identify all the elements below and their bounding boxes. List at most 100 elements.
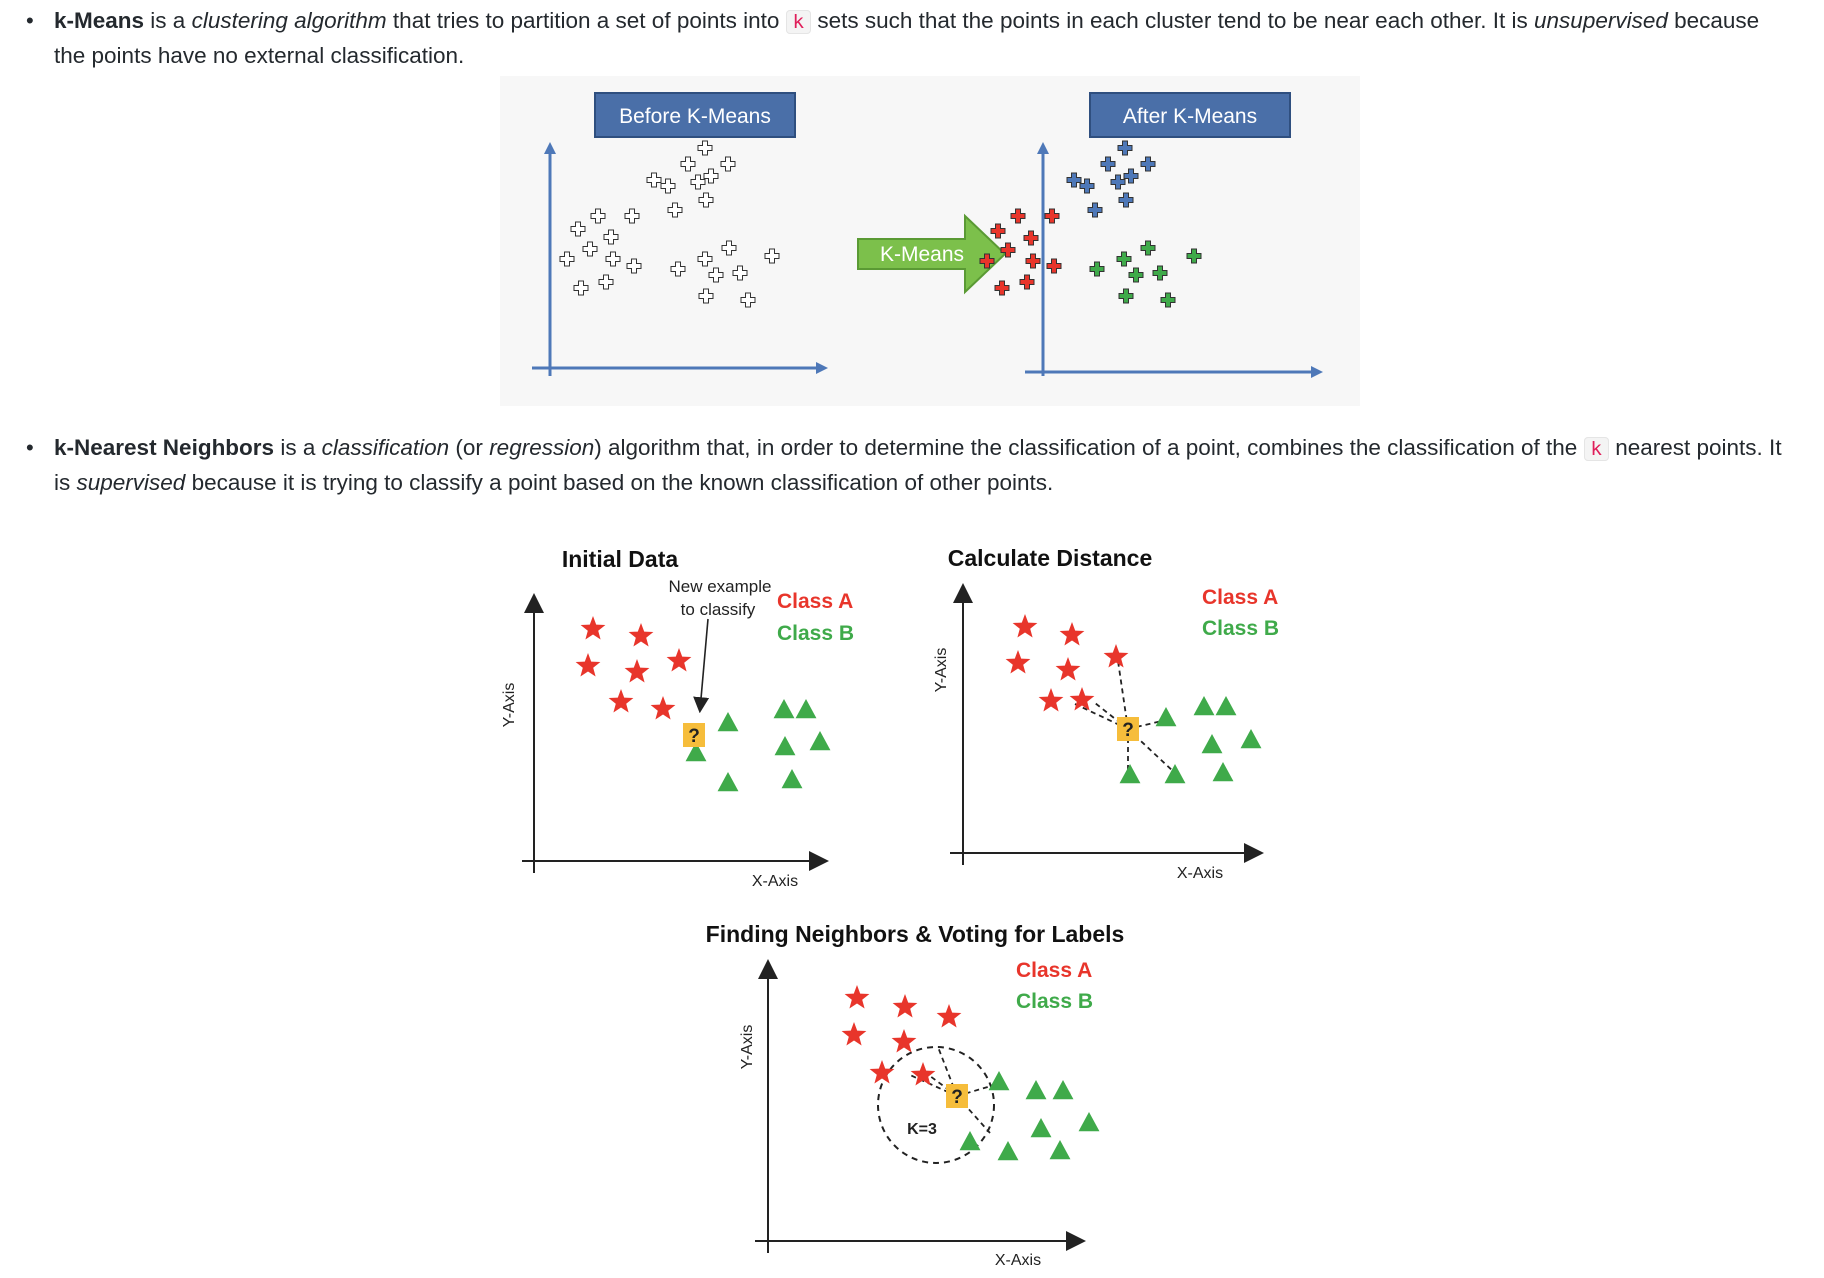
data-point-icon (732, 265, 748, 281)
unknown-point-label: ? (1122, 720, 1134, 741)
data-point-icon (698, 288, 714, 304)
before-points (559, 140, 780, 308)
panel3-y-axis-label: Y-Axis (739, 1025, 756, 1070)
data-point-icon (559, 251, 575, 267)
panel1-title: Initial Data (562, 546, 679, 572)
text: because it is trying to classify a point… (185, 470, 1054, 495)
data-point-icon (570, 221, 586, 237)
class-b-triangle-icon (1240, 729, 1262, 749)
class-a-star-icon (650, 696, 676, 720)
class-a-star-icon (1059, 622, 1085, 646)
data-point-icon (1100, 156, 1116, 172)
class-b-triangle-icon (1155, 707, 1177, 727)
class-a-star-icon (1005, 650, 1031, 674)
class-a-star-icon (844, 985, 870, 1009)
data-point-icon (697, 140, 713, 156)
panel3-class-b: Class B (1016, 990, 1093, 1013)
kmeans-arrow (857, 213, 1007, 295)
text: ) algorithm that, in order to determine … (594, 435, 1584, 460)
class-b-triangle-icon (774, 736, 796, 756)
data-point-icon (1186, 248, 1202, 264)
class-b-triangle-icon (795, 699, 817, 719)
class-b-triangle-icon (717, 712, 739, 732)
class-a-star-icon (1103, 644, 1129, 668)
data-point-icon (646, 172, 662, 188)
unknown-point-label: ? (951, 1087, 963, 1108)
panel2-class-a: Class A (1202, 586, 1278, 609)
after-kmeans-label: After K-Means (1123, 105, 1257, 128)
class-b-triangle-icon (1212, 762, 1234, 782)
class-a-star-icon (892, 994, 918, 1018)
panel2-title: Calculate Distance (948, 545, 1153, 571)
before-kmeans-label: Before K-Means (619, 105, 771, 128)
data-point-icon (626, 258, 642, 274)
class-b-triangle-icon (1201, 734, 1223, 754)
data-point-icon (1152, 265, 1168, 281)
panel1-class-b: Class B (777, 622, 854, 645)
text: sets such that the points in each cluste… (811, 8, 1535, 33)
kmeans-description: k-Means is a clustering algorithm that t… (54, 4, 1786, 73)
panel2-x-axis-label: X-Axis (1177, 865, 1223, 882)
data-point-icon (1087, 202, 1103, 218)
new-example-line2: to classify (681, 600, 756, 619)
knn-bullet: • k-Nearest Neighbors is a classificatio… (26, 431, 1786, 500)
class-a-star-icon (1055, 657, 1081, 681)
class-a-star-icon (666, 648, 692, 672)
data-point-icon (667, 202, 683, 218)
data-point-icon (708, 267, 724, 283)
class-a-star-icon (841, 1022, 867, 1046)
class-b-triangle-icon (1025, 1080, 1047, 1100)
data-point-icon (740, 292, 756, 308)
class-a-star-icon (624, 659, 650, 683)
data-point-icon (1110, 174, 1126, 190)
data-point-icon (670, 261, 686, 277)
text: is a (144, 8, 192, 33)
class-a-star-icon (575, 653, 601, 677)
data-point-icon (1025, 253, 1041, 269)
data-point-icon (1019, 274, 1035, 290)
after-points (979, 140, 1202, 308)
data-point-icon (697, 251, 713, 267)
distance-line (925, 1072, 958, 1097)
term-knn: k-Nearest Neighbors (54, 435, 275, 460)
data-point-icon (1046, 258, 1062, 274)
class-b-triangle-icon (717, 772, 739, 792)
class-b-triangle-icon (988, 1071, 1010, 1091)
data-point-icon (698, 192, 714, 208)
after-kmeans-header (1089, 92, 1291, 138)
data-point-icon (720, 156, 736, 172)
panel2-class-b: Class B (1202, 617, 1279, 640)
distance-line (1127, 719, 1167, 730)
data-point-icon (690, 174, 706, 190)
data-point-icon (573, 280, 589, 296)
data-point-icon (1066, 172, 1082, 188)
class-b-triangle-icon (1119, 764, 1141, 784)
panel1-class-a: Class A (777, 590, 853, 613)
data-point-icon (680, 156, 696, 172)
inline-code-k: k (785, 10, 812, 34)
data-point-icon (1118, 288, 1134, 304)
class-b-triangle-icon (1164, 764, 1186, 784)
bullet-dot: • (26, 8, 34, 33)
data-point-icon (1160, 292, 1176, 308)
class-a-star-icon (891, 1029, 917, 1053)
data-point-icon (1118, 192, 1134, 208)
data-point-icon (979, 253, 995, 269)
unknown-point-box (683, 723, 705, 747)
unknown-point-box (946, 1084, 968, 1108)
class-a-star-icon (1012, 614, 1038, 638)
data-point-icon (764, 248, 780, 264)
class-b-triangle-icon (1030, 1118, 1052, 1138)
inline-code-k: k (1583, 437, 1609, 461)
kmeans-arrow-label: K-Means (880, 243, 964, 266)
knn-diagram: Initial Data New example to classify Cla… (501, 545, 1279, 1269)
data-point-icon (703, 168, 719, 184)
class-b-triangle-icon (1215, 696, 1237, 716)
text: because the points have no external clas… (54, 8, 1760, 68)
panel1-y-axis-label: Y-Axis (501, 683, 518, 728)
data-point-icon (1000, 242, 1016, 258)
class-a-star-icon (608, 689, 634, 713)
text: (or (449, 435, 490, 460)
data-point-icon (1079, 178, 1095, 194)
kmeans-bullet: • k-Means is a clustering algorithm that… (26, 4, 1786, 73)
